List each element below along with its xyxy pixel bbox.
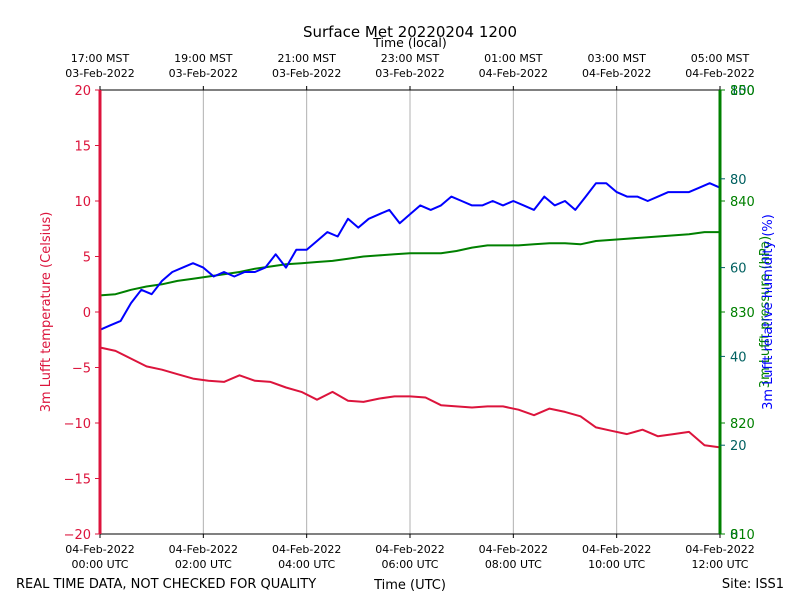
x-tick-label-time: 02:00 UTC xyxy=(175,558,232,571)
right-tick-label: 80 xyxy=(730,173,747,188)
x-tick-label-date: 04-Feb-2022 xyxy=(582,543,651,556)
left-tick-label: 20 xyxy=(74,84,91,99)
x-tick-label-date: 04-Feb-2022 xyxy=(685,543,754,556)
gridlines xyxy=(202,90,618,534)
left-tick-label: 15 xyxy=(74,140,91,155)
footer-site-label: Site: ISS1 xyxy=(722,577,784,592)
top-tick-label-date: 03-Feb-2022 xyxy=(169,67,238,80)
chart-title: Surface Met 20220204 1200 xyxy=(303,23,517,41)
left-tick-label: −20 xyxy=(64,528,91,543)
x-tick-label-date: 04-Feb-2022 xyxy=(169,543,238,556)
top-tick-label-date: 04-Feb-2022 xyxy=(582,67,651,80)
top-tick-label-time: 05:00 MST xyxy=(691,52,750,65)
x-tick-label-date: 04-Feb-2022 xyxy=(272,543,341,556)
top-tick-label-date: 03-Feb-2022 xyxy=(65,67,134,80)
right-tick-label: 40 xyxy=(730,350,747,365)
series-line-relative-humidity xyxy=(99,182,721,331)
top-tick-label-time: 03:00 MST xyxy=(587,52,646,65)
right-tick-label: 0 xyxy=(730,528,738,543)
right-tick-label: 100 xyxy=(730,84,755,99)
top-tick-label-date: 04-Feb-2022 xyxy=(479,67,548,80)
left-tick-label: 10 xyxy=(74,195,91,210)
top-tick-label-date: 04-Feb-2022 xyxy=(685,67,754,80)
right-tick-label: 20 xyxy=(730,439,747,454)
x-tick-label-date: 04-Feb-2022 xyxy=(375,543,444,556)
top-tick-label-time: 01:00 MST xyxy=(484,52,543,65)
right-tick-label: 850 xyxy=(730,84,755,99)
series-line-pressure xyxy=(99,231,720,297)
x-tick-label-time: 10:00 UTC xyxy=(588,558,645,571)
left-axis-label: 3m Lufft temperature (Celsius) xyxy=(39,212,54,413)
top-tick-label-time: 17:00 MST xyxy=(71,52,130,65)
left-tick-label: −15 xyxy=(64,473,91,488)
left-tick-label: −5 xyxy=(72,362,91,377)
x-tick-label-time: 08:00 UTC xyxy=(485,558,542,571)
top-axis-label: Time (local) xyxy=(372,35,446,50)
top-tick-label-date: 03-Feb-2022 xyxy=(375,67,444,80)
top-tick-label-time: 19:00 MST xyxy=(174,52,233,65)
x-tick-label-time: 06:00 UTC xyxy=(381,558,438,571)
right-tick-label: 840 xyxy=(730,195,755,210)
right-axis-label-humidity: 3m Lufft relative humidity (%) xyxy=(761,214,776,410)
x-tick-label-date: 04-Feb-2022 xyxy=(479,543,548,556)
x-tick-label-time: 00:00 UTC xyxy=(71,558,128,571)
x-tick-label-time: 12:00 UTC xyxy=(691,558,748,571)
left-tick-label: 0 xyxy=(83,306,91,321)
footer-left-note: REAL TIME DATA, NOT CHECKED FOR QUALITY xyxy=(16,577,316,592)
right-tick-label: 60 xyxy=(730,262,747,277)
series-line-temperature xyxy=(99,346,721,449)
top-tick-label-time: 21:00 MST xyxy=(277,52,336,65)
x-tick-label-time: 04:00 UTC xyxy=(278,558,335,571)
right-tick-label: 810 xyxy=(730,528,755,543)
x-axis-label: Time (UTC) xyxy=(373,578,446,593)
top-tick-label-time: 23:00 MST xyxy=(381,52,440,65)
right-tick-label: 830 xyxy=(730,306,755,321)
left-tick-label: 5 xyxy=(83,251,91,266)
x-tick-label-date: 04-Feb-2022 xyxy=(65,543,134,556)
right-tick-label: 820 xyxy=(730,417,755,432)
axes-layer: 04-Feb-2022 00:00 UTC 17:00 MST 03-Feb-2022… xyxy=(64,52,755,571)
series-layer xyxy=(99,182,721,449)
left-tick-label: −10 xyxy=(64,417,91,432)
top-tick-label-date: 03-Feb-2022 xyxy=(272,67,341,80)
right-axis-label-pressure: 3m Lufft pressure (hPa) xyxy=(758,236,773,388)
